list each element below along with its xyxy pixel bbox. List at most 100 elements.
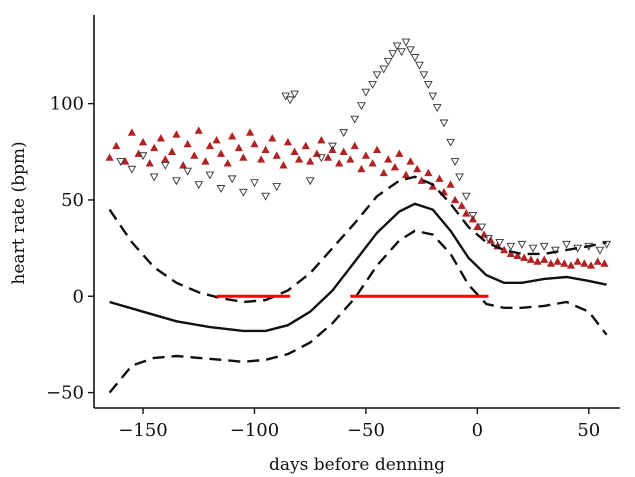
series-0-point-53 <box>406 157 415 165</box>
series-1-point-17 <box>290 90 299 99</box>
x-tick-label-0: −150 <box>118 420 167 441</box>
series-0-point-43 <box>350 141 359 150</box>
series-0-point-12 <box>179 161 188 169</box>
series-1-point-29 <box>388 50 398 59</box>
series-1-point-45 <box>468 212 478 220</box>
axis-ticks: −150 −100 −50 0 50 −50 0 50 100 <box>46 94 600 441</box>
series-0-point-82 <box>586 261 596 269</box>
series-1-point-40 <box>439 119 449 128</box>
series-0-point-48 <box>379 168 388 177</box>
series-4-line <box>108 229 608 394</box>
series-0-point-46 <box>368 159 377 167</box>
series-0-point-27 <box>261 145 270 154</box>
series-1-point-15 <box>281 92 291 101</box>
series-0-point-71 <box>513 251 522 259</box>
series-0-point-3 <box>127 128 136 136</box>
series-1-point-48 <box>495 238 505 247</box>
series-0-point-62 <box>457 201 466 209</box>
series-0-point-63 <box>462 209 471 217</box>
series-0-point-56 <box>424 168 433 177</box>
y-axis-label: heart rate (bpm) <box>9 141 29 284</box>
series-0-point-26 <box>257 155 266 163</box>
series-1-point-24 <box>361 88 371 97</box>
series-0-point-75 <box>540 255 549 263</box>
series-0-point-37 <box>317 136 326 144</box>
series-0-point-5 <box>138 137 148 146</box>
series-0-point-76 <box>546 259 556 267</box>
series-0-point-15 <box>194 126 203 134</box>
series-0-point-0 <box>105 153 114 161</box>
series-1-point-34 <box>410 54 420 62</box>
series-1-point-1 <box>127 165 137 174</box>
series-1-point-44 <box>461 192 471 201</box>
series-0-point-36 <box>312 149 321 157</box>
y-tick-label-0: −50 <box>46 383 84 404</box>
series-1-point-47 <box>484 235 493 243</box>
y-tick-label-2: 50 <box>61 190 84 211</box>
series-1-point-33 <box>406 46 415 55</box>
series-0-point-42 <box>346 155 355 163</box>
series-1-point-35 <box>415 61 424 70</box>
series-0-point-47 <box>372 145 382 154</box>
series-1-point-14 <box>272 183 282 191</box>
series-0-point-24 <box>245 128 255 136</box>
series-1-point-54 <box>562 240 571 249</box>
series-0-point-51 <box>395 149 404 157</box>
series-0-point-61 <box>450 195 460 204</box>
series-0-point-17 <box>205 141 215 150</box>
series-1-point-42 <box>450 158 460 166</box>
series-1-point-25 <box>368 81 377 89</box>
series-0-point-21 <box>228 132 237 140</box>
series-1-point-12 <box>250 179 259 188</box>
series-1-point-30 <box>392 42 402 51</box>
series-1-point-57 <box>595 246 605 255</box>
series-0-point-38 <box>323 153 333 161</box>
series-1-point-11 <box>238 188 248 197</box>
series-0-point-16 <box>201 157 210 165</box>
series-0-point-22 <box>234 143 243 152</box>
series-0-point-83 <box>593 257 602 265</box>
series-0-point-73 <box>526 255 535 263</box>
series-0-point-30 <box>279 161 288 169</box>
series-1-point-16 <box>285 96 295 105</box>
series-1-point-2 <box>138 152 148 161</box>
series-0-point-84 <box>600 259 609 267</box>
series-0-point-34 <box>301 141 310 150</box>
series-0-point-8 <box>156 134 165 142</box>
series-0-point-78 <box>560 259 569 267</box>
series-1-point-46 <box>477 223 487 232</box>
series-1-point-13 <box>261 192 270 201</box>
series-0-point-20 <box>223 159 232 167</box>
series-0-point-32 <box>290 147 299 155</box>
series-0-point-58 <box>435 174 444 182</box>
series-0-point-66 <box>479 230 489 238</box>
series-1-point-5 <box>172 177 181 186</box>
series-1-point-36 <box>419 71 429 80</box>
series-0-point-50 <box>390 162 399 171</box>
series-1-point-22 <box>350 115 360 124</box>
series-0-point-28 <box>268 134 277 142</box>
x-tick-label-4: 50 <box>577 420 600 441</box>
y-tick-label-3: 100 <box>50 94 84 115</box>
series-0-point-79 <box>566 261 576 269</box>
series-1-point-49 <box>506 242 516 251</box>
plot-area <box>105 38 611 394</box>
series-1-point-53 <box>550 246 560 255</box>
series-1-point-37 <box>423 81 433 89</box>
series-1-point-23 <box>357 102 366 111</box>
x-tick-label-1: −100 <box>230 420 279 441</box>
series-1-point-43 <box>455 173 464 182</box>
series-1-point-4 <box>160 161 170 170</box>
series-3-line <box>108 175 607 304</box>
series-0-point-35 <box>306 157 315 165</box>
series-1-point-41 <box>446 138 455 147</box>
series-1-point-10 <box>227 175 237 184</box>
series-1-point-58 <box>602 240 611 249</box>
series-0-point-10 <box>167 147 177 155</box>
series-0-point-72 <box>520 253 529 261</box>
series-1-point-50 <box>517 240 527 249</box>
series-0-point-49 <box>384 155 393 163</box>
series-1-point-3 <box>149 173 159 182</box>
series-0-point-19 <box>216 149 226 157</box>
